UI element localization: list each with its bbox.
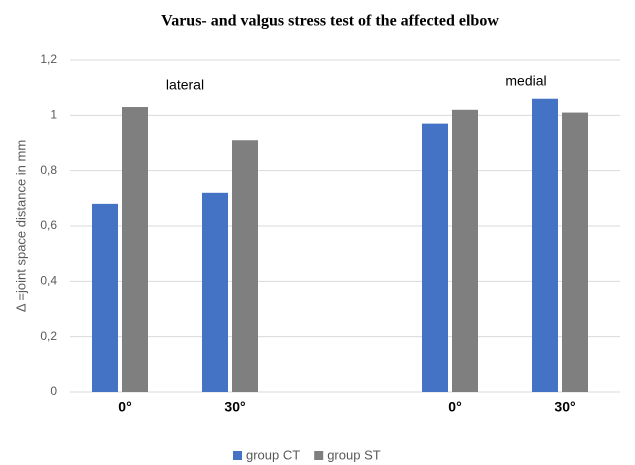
x-tick-label: 30° xyxy=(554,399,575,415)
annotation: medial xyxy=(505,73,546,89)
bar xyxy=(92,203,118,392)
legend-label: group CT xyxy=(246,447,300,462)
chart-title: Varus- and valgus stress test of the aff… xyxy=(161,13,499,30)
bar xyxy=(122,107,148,393)
y-tick-label: 0,4 xyxy=(40,274,57,288)
y-tick-label: 1,2 xyxy=(40,52,57,66)
x-tick-label: 0° xyxy=(448,399,461,415)
y-tick-label: 0,8 xyxy=(40,163,57,177)
bar xyxy=(202,192,228,392)
x-tick-label: 0° xyxy=(118,399,131,415)
bar xyxy=(232,140,258,392)
x-tick-label: 30° xyxy=(224,399,245,415)
legend-label: group ST xyxy=(327,447,381,462)
legend-swatch xyxy=(233,451,242,460)
bar xyxy=(452,109,478,393)
y-tick-label: 1 xyxy=(50,108,57,122)
y-tick-label: 0,6 xyxy=(40,218,57,232)
bar xyxy=(562,112,588,393)
bar xyxy=(532,98,558,392)
legend-swatch xyxy=(314,451,324,460)
y-tick-label: 0,2 xyxy=(40,329,57,343)
annotation: lateral xyxy=(166,77,204,93)
y-axis-label: Δ =joint space distance in mm xyxy=(13,140,28,312)
y-tick-label: 0 xyxy=(50,384,57,398)
bar xyxy=(422,123,448,392)
